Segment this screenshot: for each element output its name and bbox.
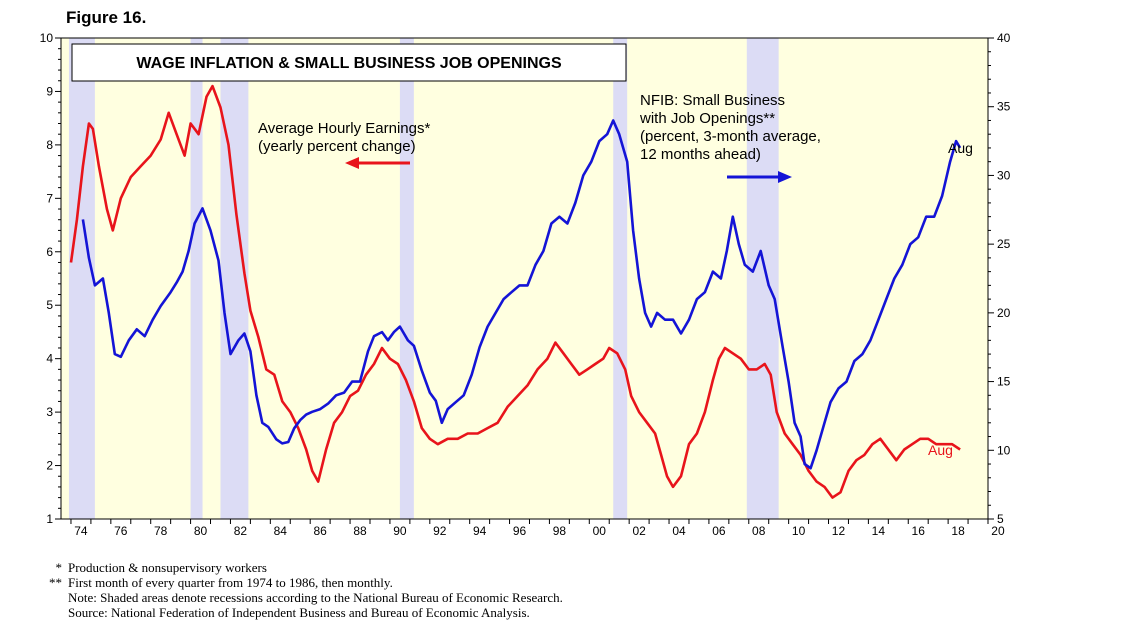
right-tick-label: 40 (997, 31, 1011, 45)
footnote-row: Note: Shaded areas denote recessions acc… (38, 590, 563, 605)
left-tick-label: 7 (46, 191, 53, 205)
right-tick-label: 25 (997, 237, 1011, 251)
x-tick-label: 08 (752, 524, 766, 538)
x-tick-label: 92 (433, 524, 447, 538)
footnotes: * Production & nonsupervisory workers ** Fi… (38, 560, 563, 620)
recession-band (399, 38, 414, 519)
x-tick-label: 74 (74, 524, 88, 538)
x-tick-label: 84 (274, 524, 288, 538)
left-tick-label: 4 (46, 352, 53, 366)
footnote-text: First month of every quarter from 1974 t… (68, 575, 393, 590)
x-tick-label: 88 (353, 524, 367, 538)
x-tick-label: 00 (593, 524, 607, 538)
nfib-series-label-line2: with Job Openings** (639, 110, 775, 127)
recession-band (746, 38, 779, 519)
x-tick-label: 20 (991, 524, 1005, 538)
left-tick-label: 6 (46, 245, 53, 259)
footnote-row: * Production & nonsupervisory workers (38, 560, 563, 575)
left-arrow-icon (345, 157, 410, 169)
footnote-text: Source: National Federation of Independe… (68, 605, 530, 620)
right-tick-label: 15 (997, 375, 1011, 389)
nfib-line (81, 119, 962, 470)
footnote-mark: * (55, 560, 63, 575)
series-lines (69, 84, 962, 499)
footnote-mark (38, 590, 68, 605)
right-tick-label: 30 (997, 168, 1011, 182)
recession-shading (68, 38, 779, 519)
x-tick-label: 96 (513, 524, 527, 538)
x-tick-label: 12 (832, 524, 846, 538)
footnote-mark (38, 605, 68, 620)
left-tick-label: 10 (40, 31, 54, 45)
left-tick-label: 8 (46, 138, 53, 152)
nfib-series-sublabel-line2: 12 months ahead) (640, 146, 761, 163)
earnings-line (69, 84, 961, 499)
recession-band (190, 38, 203, 519)
right-tick-label: 20 (997, 306, 1011, 320)
x-tick-label: 14 (872, 524, 886, 538)
earnings-series-label: Average Hourly Earnings* (258, 120, 430, 137)
footnote-row: Source: National Federation of Independe… (38, 605, 563, 620)
x-tick-label: 82 (234, 524, 248, 538)
x-tick-label: 04 (672, 524, 686, 538)
left-tick-label: 5 (46, 298, 53, 312)
x-tick-label: 90 (393, 524, 407, 538)
x-tick-label: 94 (473, 524, 487, 538)
footnote-mark: ** (49, 575, 62, 590)
nfib-series-sublabel-line1: (percent, 3-month average, (640, 128, 821, 145)
recession-band (68, 38, 95, 519)
x-tick-label: 16 (912, 524, 926, 538)
x-tick-label: 98 (553, 524, 567, 538)
left-tick-label: 3 (46, 405, 53, 419)
plot-background (61, 38, 988, 519)
footnote-text: Production & nonsupervisory workers (68, 560, 267, 575)
plot-frame (60, 37, 989, 520)
nfib-series-label-line1: NFIB: Small Business (640, 92, 785, 109)
x-tick-label: 02 (632, 524, 646, 538)
x-tick-label: 86 (313, 524, 327, 538)
title-box (71, 43, 627, 82)
x-tick-label: 10 (792, 524, 806, 538)
chart-title: WAGE INFLATION & SMALL BUSINESS JOB OPEN… (136, 55, 562, 72)
x-tick-label: 06 (712, 524, 726, 538)
figure-label: Figure 16. (66, 8, 147, 27)
right-tick-label: 35 (997, 100, 1011, 114)
recession-band (220, 38, 249, 519)
left-tick-label: 9 (46, 84, 53, 98)
x-axis: 74 76 78 80 82 84 86 88 90 92 94 96 98 00 02 04 06 08 10 12… (70, 519, 1005, 538)
right-arrow-icon (727, 171, 792, 183)
x-tick-label: 18 (951, 524, 965, 538)
earnings-series-sublabel: (yearly percent change) (258, 138, 416, 155)
right-tick-label: 5 (997, 512, 1004, 526)
left-axis: 1 2 3 4 5 6 7 8 9 10 (40, 31, 61, 526)
x-tick-label: 76 (114, 524, 128, 538)
nfib-end-label: Aug (948, 140, 973, 156)
right-axis: 5 10 15 20 25 30 35 40 (988, 31, 1011, 526)
footnote-text: Note: Shaded areas denote recessions acc… (68, 590, 563, 605)
footnote-row: ** First month of every quarter from 1974… (38, 575, 563, 590)
x-tick-label: 80 (194, 524, 208, 538)
right-tick-label: 10 (997, 443, 1011, 457)
recession-band (613, 38, 628, 519)
left-tick-label: 2 (46, 459, 53, 473)
left-tick-label: 1 (46, 512, 53, 526)
earnings-end-label: Aug (928, 442, 953, 458)
x-tick-label: 78 (154, 524, 168, 538)
